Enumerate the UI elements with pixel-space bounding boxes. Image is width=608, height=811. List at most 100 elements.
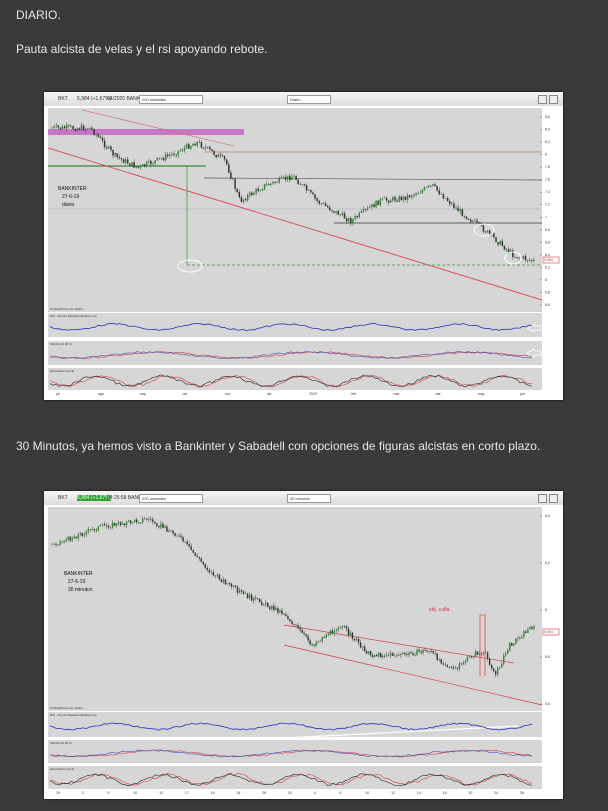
candle-body bbox=[295, 624, 297, 626]
candle-body bbox=[278, 177, 281, 183]
candle-body bbox=[490, 665, 493, 669]
candle-body bbox=[77, 534, 79, 539]
candle-body bbox=[339, 627, 342, 629]
units-select[interactable]: 200 unidades bbox=[139, 95, 203, 104]
candle-body bbox=[337, 210, 339, 215]
rsi-line bbox=[49, 322, 533, 331]
candle-body bbox=[420, 651, 422, 653]
intraday-chart-screenshot[interactable]: BKT 5,984 (+1,67%) 04:25:58 BANKINTER 20… bbox=[44, 491, 563, 799]
close-icon-2[interactable] bbox=[549, 494, 558, 503]
price-tick-label: 7 bbox=[545, 215, 547, 219]
candle-body bbox=[291, 621, 293, 624]
candle-body bbox=[108, 146, 110, 149]
candle-body bbox=[452, 667, 455, 669]
candle-body bbox=[315, 642, 317, 646]
daily-chart-screenshot[interactable]: BKT 5,984 (+1,67%) 04/2020 BANKINTER 200… bbox=[44, 92, 563, 400]
candle-body bbox=[236, 586, 239, 593]
price-tick-label: 7,8 bbox=[545, 165, 550, 169]
candle-body bbox=[323, 637, 325, 638]
x-axis-label: 2019 bbox=[309, 392, 317, 396]
candle-body bbox=[269, 606, 271, 609]
chart-label-timeframe: diario bbox=[62, 202, 74, 208]
price-tick-label: 6,2 bbox=[545, 265, 550, 269]
candle-body bbox=[107, 525, 110, 528]
price-tick-label: 8,2 bbox=[545, 140, 550, 144]
candle-body bbox=[152, 519, 154, 522]
candle-body bbox=[466, 656, 469, 662]
candle-body bbox=[192, 143, 194, 146]
candle-body bbox=[480, 653, 483, 655]
candle-body bbox=[394, 655, 396, 657]
candle-body bbox=[101, 524, 104, 526]
candle-body bbox=[141, 164, 144, 166]
candle-body bbox=[114, 153, 116, 156]
candle-body bbox=[89, 127, 91, 129]
candle-body bbox=[404, 652, 406, 655]
candle-body bbox=[343, 213, 346, 219]
price-tick-label: 6,8 bbox=[545, 228, 550, 232]
stoch-k-line bbox=[49, 773, 533, 786]
minimize-icon[interactable] bbox=[538, 95, 547, 104]
candle-body bbox=[390, 200, 392, 203]
candle-body bbox=[105, 525, 108, 527]
candle-body bbox=[467, 218, 470, 220]
candle-body bbox=[531, 259, 533, 261]
period-select-2[interactable]: 30 minutos bbox=[287, 494, 331, 503]
candle-body bbox=[417, 193, 419, 195]
candle-body bbox=[248, 594, 251, 599]
candle-body bbox=[434, 653, 436, 654]
red-trendline bbox=[47, 147, 543, 301]
candle-body bbox=[169, 154, 171, 156]
price-tick-label: 7,2 bbox=[545, 203, 550, 207]
indicator-panel bbox=[48, 712, 542, 737]
candle-body bbox=[456, 667, 459, 669]
price-tick-label: 5,8 bbox=[545, 290, 550, 294]
candle-body bbox=[352, 219, 354, 224]
toolbar-time-2: 04:25:58 BANKINTER bbox=[107, 495, 157, 501]
candle-body bbox=[316, 198, 318, 201]
close-icon[interactable] bbox=[549, 95, 558, 104]
candle-body bbox=[463, 216, 466, 217]
candle-body bbox=[398, 654, 400, 656]
candle-body bbox=[464, 661, 467, 663]
chart-toolbar: BKT 5,984 (+1,67%) 04/2020 BANKINTER 200… bbox=[44, 92, 563, 107]
price-tick-label: 6 bbox=[545, 608, 547, 612]
candle-body bbox=[211, 149, 213, 152]
candle-body bbox=[53, 126, 55, 128]
candle-body bbox=[123, 523, 126, 526]
candle-body bbox=[356, 216, 358, 218]
candle-body bbox=[351, 632, 354, 639]
candle-body bbox=[97, 526, 100, 531]
candle-body bbox=[388, 655, 390, 656]
candle-body bbox=[442, 194, 445, 199]
candle-body bbox=[450, 666, 453, 668]
candle-body bbox=[246, 593, 249, 599]
intraday-chart-canvas: 6,4 6,2 6 5,8 5,6 5,984 ProRealTime.com Datos … bbox=[44, 505, 563, 799]
candle-body bbox=[454, 667, 457, 669]
candle-body bbox=[198, 557, 200, 559]
candle-body bbox=[51, 544, 53, 546]
candle-body bbox=[349, 632, 352, 635]
toolbar-symbol: BKT bbox=[58, 96, 68, 102]
candle-body bbox=[162, 158, 165, 161]
minimize-icon-2[interactable] bbox=[538, 494, 547, 503]
chart-label-date: 27-6-19 bbox=[62, 194, 79, 200]
candle-body bbox=[270, 183, 272, 186]
price-tick-label: 8,4 bbox=[545, 128, 550, 132]
candle-body bbox=[188, 144, 190, 149]
candle-body bbox=[112, 149, 114, 156]
candle-body bbox=[398, 196, 400, 202]
period-select[interactable]: Diario bbox=[287, 95, 331, 104]
candle-body bbox=[331, 210, 333, 212]
candle-body bbox=[371, 655, 374, 658]
candle-body bbox=[55, 125, 57, 127]
units-select-2[interactable]: 200 unidades bbox=[139, 494, 203, 503]
candle-body bbox=[521, 637, 523, 639]
candle-body bbox=[226, 583, 229, 585]
candle-body bbox=[156, 157, 158, 161]
candle-body bbox=[516, 257, 518, 259]
source-label: ProRealTime.com Datos ... bbox=[50, 307, 86, 311]
candle-body bbox=[375, 654, 378, 657]
candle-body bbox=[494, 671, 497, 675]
arrow-icon bbox=[526, 323, 542, 333]
